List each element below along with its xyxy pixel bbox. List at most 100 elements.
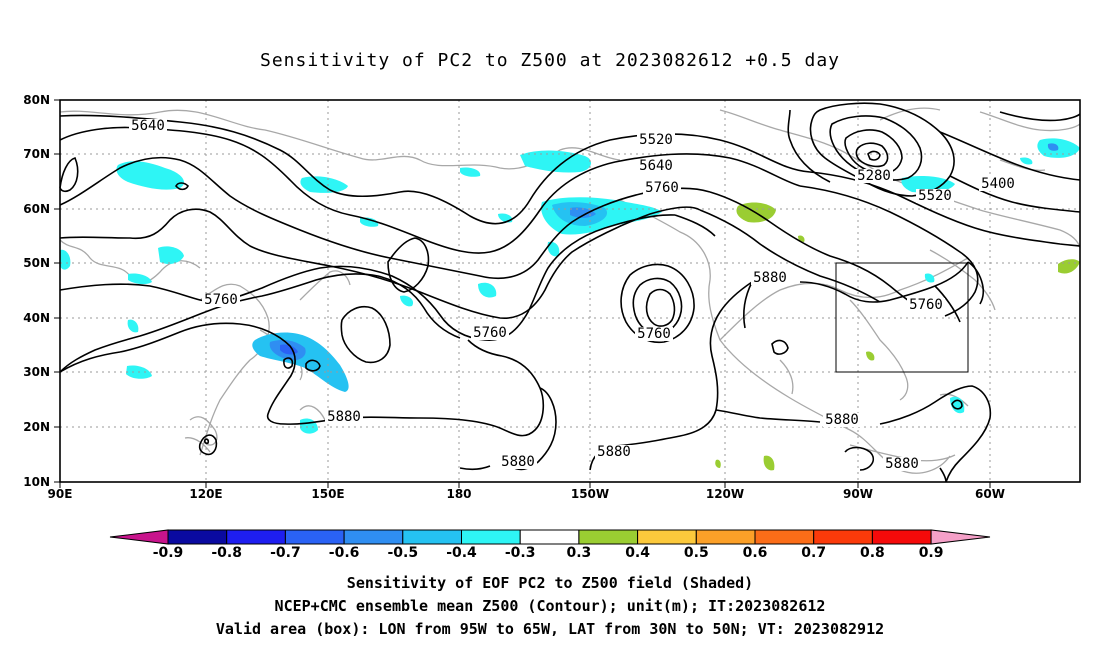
colorbar-segment bbox=[519, 529, 580, 545]
grid-lines bbox=[60, 100, 1080, 482]
lat-label: 20N bbox=[23, 420, 50, 434]
contour-label-bg bbox=[129, 119, 167, 133]
shade-blob bbox=[1047, 143, 1059, 151]
colorbar-segment bbox=[754, 529, 815, 545]
valid-area-box bbox=[835, 262, 969, 373]
lon-label: 120E bbox=[189, 487, 222, 501]
contour-label-text: 5880 bbox=[753, 270, 787, 286]
contour-label-bg bbox=[883, 457, 921, 471]
colorbar-segment bbox=[461, 529, 521, 545]
contour-label-text: 5640 bbox=[131, 118, 165, 134]
lon-label: 150W bbox=[571, 487, 609, 501]
contour-label-bg bbox=[855, 169, 893, 183]
tick-marks bbox=[54, 99, 991, 488]
contour-label-text: 5880 bbox=[885, 456, 919, 472]
contour-label-text: 5640 bbox=[639, 158, 673, 174]
contour-labels: 5640 5520 5640 5760 5280 5400 5520 5880 5760 5760… bbox=[129, 118, 1017, 472]
shade-blob bbox=[360, 217, 379, 227]
caption-valid-area: Valid area (box): LON from 95W to 65W, L… bbox=[215, 620, 885, 638]
contour-label-bg bbox=[635, 327, 673, 341]
colorbar-label: -0.5 bbox=[387, 545, 418, 561]
contour-label: 5760 bbox=[471, 325, 509, 341]
colorbar-left-arrow bbox=[109, 529, 169, 545]
colorbar-right-arrow bbox=[930, 529, 991, 545]
colorbar-label: 0.8 bbox=[860, 545, 885, 561]
contour-label: 5880 bbox=[883, 456, 921, 472]
colorbar: -0.9 -0.8 -0.7 -0.6 -0.5 -0.4 -0.3 0.3 0.4 0.5 0.6… bbox=[109, 529, 991, 561]
contour-label: 5760 bbox=[202, 292, 240, 308]
shade-blob bbox=[1058, 259, 1080, 274]
lon-label: 180 bbox=[446, 487, 471, 501]
colorbar-label: -0.4 bbox=[446, 545, 477, 561]
contour-label-text: 5760 bbox=[204, 292, 238, 308]
contour-label-bg bbox=[471, 326, 509, 340]
shade-blob bbox=[715, 459, 721, 468]
map-title: Sensitivity of PC2 to Z500 at 2023082612… bbox=[259, 50, 840, 71]
colorbar-segment bbox=[402, 529, 462, 545]
lat-label: 60N bbox=[23, 202, 50, 216]
contour-label: 5280 bbox=[855, 168, 893, 184]
lon-axis-labels: 90E 120E 150E 180 150W 120W 90W 60W bbox=[48, 487, 1005, 501]
colorbar-segment bbox=[343, 529, 404, 545]
sensitivity-shading bbox=[60, 138, 1080, 471]
contour-label: 5520 bbox=[916, 188, 954, 204]
contour-label-text: 5520 bbox=[639, 132, 673, 148]
contour-label-bg bbox=[499, 455, 537, 469]
colorbar-label: -0.3 bbox=[505, 545, 536, 561]
contour-label-bg bbox=[325, 410, 363, 424]
shade-blob bbox=[60, 249, 71, 270]
colorbar-label: -0.7 bbox=[270, 545, 301, 561]
contour-label-text: 5760 bbox=[909, 297, 943, 313]
contour-label-text: 5400 bbox=[981, 176, 1015, 192]
shade-blob bbox=[128, 273, 152, 285]
colorbar-segment bbox=[813, 529, 873, 545]
shade-blob bbox=[498, 213, 513, 223]
contour-label-text: 5760 bbox=[645, 180, 679, 196]
lat-label: 10N bbox=[23, 475, 50, 489]
contour-label: 5760 bbox=[643, 180, 681, 196]
contour-label-text: 5880 bbox=[825, 412, 859, 428]
contour-label: 5520 bbox=[637, 132, 675, 148]
contour-label-bg bbox=[751, 271, 789, 285]
contour-label: 5880 bbox=[751, 270, 789, 286]
colorbar-segment bbox=[637, 529, 697, 545]
shade-blob bbox=[547, 241, 560, 257]
contour-label-text: 5280 bbox=[857, 168, 891, 184]
shade-blob bbox=[901, 176, 955, 193]
contour-label-bg bbox=[595, 445, 633, 459]
contour-label: 5640 bbox=[637, 158, 675, 174]
caption-contour: NCEP+CMC ensemble mean Z500 (Contour); u… bbox=[274, 597, 826, 615]
colorbar-label: 0.7 bbox=[801, 545, 826, 561]
shade-blob bbox=[116, 161, 185, 190]
contour-label-bg bbox=[823, 413, 861, 427]
shade-blob bbox=[300, 418, 318, 434]
lat-axis-labels: 80N 70N 60N 50N 40N 30N 20N 10N bbox=[23, 93, 50, 489]
lon-label: 60W bbox=[975, 487, 1005, 501]
shade-blob bbox=[763, 455, 775, 471]
colorbar-segment bbox=[167, 529, 228, 545]
contour-label-bg bbox=[637, 133, 675, 147]
shade-blob bbox=[127, 319, 139, 333]
contour-label-text: 5880 bbox=[327, 409, 361, 425]
z500-contours bbox=[59, 102, 1081, 483]
contour-label-bg bbox=[202, 293, 240, 307]
lat-label: 40N bbox=[23, 311, 50, 325]
shade-blob bbox=[866, 351, 875, 361]
lon-label: 90E bbox=[48, 487, 73, 501]
shade-blob bbox=[158, 246, 184, 264]
shade-blob bbox=[1037, 138, 1080, 158]
colorbar-label: -0.8 bbox=[211, 545, 242, 561]
colorbar-label: 0.6 bbox=[743, 545, 768, 561]
lon-label: 90W bbox=[843, 487, 873, 501]
lon-label: 120W bbox=[706, 487, 744, 501]
contour-label-text: 5520 bbox=[918, 188, 952, 204]
colorbar-label: 0.3 bbox=[566, 545, 591, 561]
shade-blob bbox=[1020, 157, 1033, 165]
contour-label-text: 5760 bbox=[637, 326, 671, 342]
contour-label-text: 5880 bbox=[597, 444, 631, 460]
lat-label: 70N bbox=[23, 147, 50, 161]
shade-blob bbox=[478, 282, 497, 298]
shade-blob bbox=[252, 332, 349, 392]
contour-label-text: 5880 bbox=[501, 454, 535, 470]
